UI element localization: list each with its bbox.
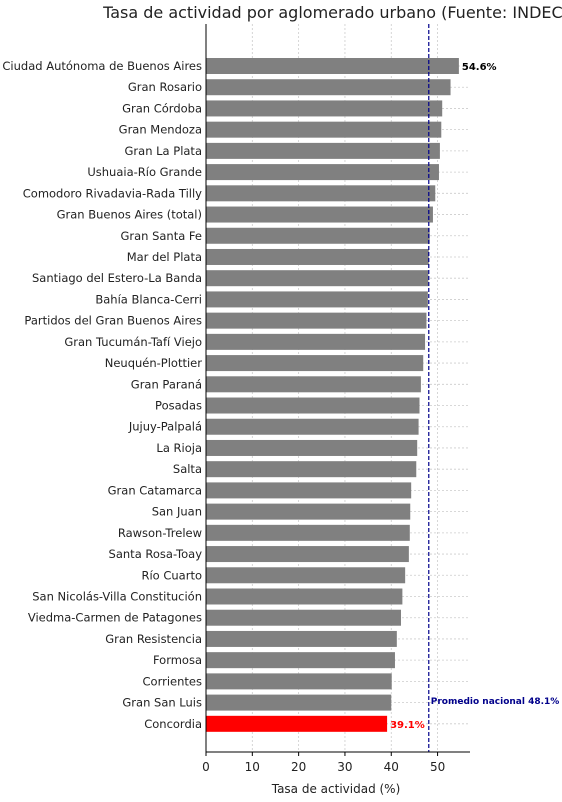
bar-0 [206,58,459,74]
y-tick-label: Formosa [153,653,202,667]
axes [205,24,470,753]
y-tick-label: Comodoro Rivadavia-Rada Tilly [23,186,202,200]
y-tick-label: Partidos del Gran Buenos Aires [24,314,202,328]
x-tick-label: 50 [430,760,445,774]
x-tick-label: 40 [384,760,399,774]
y-tick-label: Jujuy-Palpalá [128,420,202,434]
bar-5 [206,164,439,181]
bar-11 [206,291,428,308]
bar-23 [206,546,409,563]
y-tick-label: Santa Rosa-Toay [109,547,203,561]
y-tick-label: Concordia [144,717,202,731]
bar-28 [206,652,395,669]
bars [206,58,459,732]
y-tick-label: Gran Córdoba [122,101,202,115]
bar-31 [206,715,388,732]
y-tick-label: Gran San Luis [122,696,202,710]
y-tick-label: Gran Buenos Aires (total) [57,208,202,222]
bar-2 [206,100,443,117]
y-tick-label: San Nicolás-Villa Constitución [32,590,202,604]
bar-6 [206,185,436,202]
bar-29 [206,673,392,690]
reference-line-label: Promedio nacional 48.1% [431,697,560,707]
y-tick-label: Posadas [155,399,202,413]
bar-7 [206,206,433,223]
x-tick-label: 0 [202,760,210,774]
x-tick-labels: 0 10 20 30 40 50 [202,752,445,774]
bar-24 [206,567,406,584]
y-tick-label: Gran Paraná [131,377,202,391]
y-tick-label: Corrientes [143,674,202,688]
y-tick-label: Río Cuarto [141,568,202,582]
y-tick-label: San Juan [152,505,202,519]
y-tick-label: Ciudad Autónoma de Buenos Aires [2,59,202,73]
y-tick-label: Gran Catamarca [108,483,202,497]
bar-21 [206,503,411,520]
y-tick-labels: Ciudad Autónoma de Buenos Aires Gran Rosa… [2,59,202,731]
x-tick-label: 30 [337,760,352,774]
bar-9 [206,248,429,265]
x-tick-label: 20 [291,760,306,774]
x-tick-label: 10 [245,760,260,774]
y-tick-label: Neuquén-Plottier [105,356,203,370]
y-tick-label: Gran Tucumán-Tafí Viejo [64,335,202,349]
data-label-31: 39.1% [390,720,425,731]
y-tick-label: Ushuaia-Río Grande [87,165,202,179]
bar-14 [206,355,424,372]
x-axis-label: Tasa de actividad (%) [271,782,401,796]
data-label-0: 54.6% [462,62,497,73]
y-tick-label: Rawson-Trelew [118,526,202,540]
y-tick-label: Mar del Plata [127,250,202,264]
y-tick-label: La Rioja [156,441,202,455]
bar-26 [206,609,401,626]
bar-15 [206,376,421,393]
y-tick-label: Viedma-Carmen de Patagones [28,611,202,625]
bar-22 [206,524,410,541]
bar-19 [206,461,417,478]
bar-12 [206,312,427,329]
y-tick-label: Gran Resistencia [105,632,202,646]
y-tick-label: Gran La Plata [125,144,202,158]
y-tick-label: Gran Rosario [128,80,202,94]
bar-27 [206,630,397,647]
y-tick-label: Bahía Blanca-Cerri [95,292,202,306]
bar-3 [206,121,442,138]
reference-line: Promedio nacional 48.1% [428,24,560,752]
bar-13 [206,333,426,350]
bar-4 [206,142,440,159]
y-tick-label: Gran Mendoza [119,123,202,137]
data-labels: 54.6% 39.1% [390,62,496,731]
chart-title: Tasa de actividad por aglomerado urbano … [102,3,562,22]
bar-25 [206,588,403,605]
bar-10 [206,270,429,287]
bar-20 [206,482,412,499]
bar-18 [206,439,418,456]
y-tick-label: Gran Santa Fe [120,229,202,243]
y-tick-label: Santiago del Estero-La Banda [32,271,202,285]
bar-16 [206,397,420,414]
bar-17 [206,418,419,435]
y-tick-label: Salta [173,462,202,476]
bar-1 [206,79,451,96]
bar-30 [206,694,392,711]
bar-8 [206,227,430,244]
